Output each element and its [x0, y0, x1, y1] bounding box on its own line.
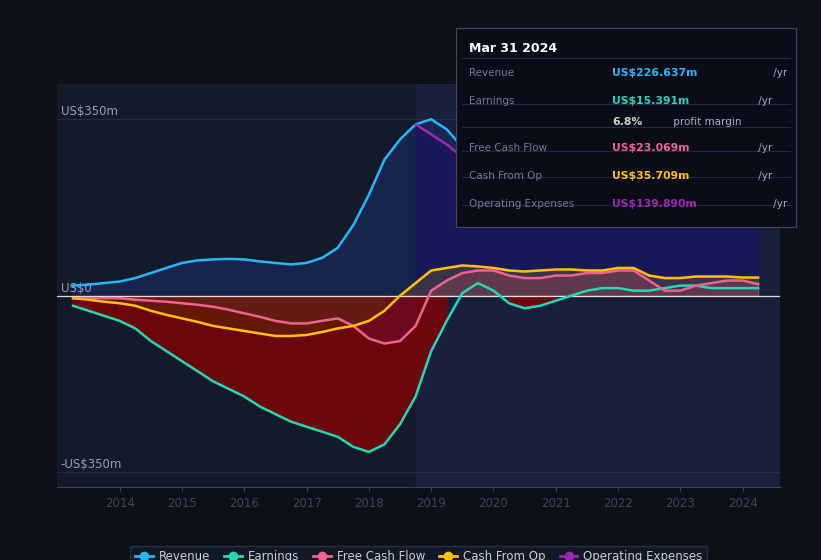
Text: 6.8%: 6.8% — [612, 118, 643, 128]
Text: /yr: /yr — [755, 171, 773, 181]
Text: Earnings: Earnings — [470, 96, 515, 106]
Text: /yr: /yr — [770, 199, 787, 209]
Text: -US$350m: -US$350m — [61, 458, 122, 471]
Text: US$15.391m: US$15.391m — [612, 96, 690, 106]
Text: Operating Expenses: Operating Expenses — [470, 199, 575, 209]
Text: Free Cash Flow: Free Cash Flow — [470, 143, 548, 153]
Text: /yr: /yr — [770, 68, 787, 78]
Legend: Revenue, Earnings, Free Cash Flow, Cash From Op, Operating Expenses: Revenue, Earnings, Free Cash Flow, Cash … — [131, 545, 707, 560]
Text: US$35.709m: US$35.709m — [612, 171, 690, 181]
Text: Revenue: Revenue — [470, 68, 515, 78]
Text: /yr: /yr — [755, 96, 773, 106]
Text: US$23.069m: US$23.069m — [612, 143, 690, 153]
Bar — [415, 84, 780, 487]
Text: US$139.890m: US$139.890m — [612, 199, 697, 209]
Text: /yr: /yr — [755, 143, 773, 153]
Text: profit margin: profit margin — [670, 118, 741, 128]
Text: US$0: US$0 — [61, 282, 91, 295]
Text: Cash From Op: Cash From Op — [470, 171, 543, 181]
Text: Mar 31 2024: Mar 31 2024 — [470, 42, 557, 55]
Text: US$350m: US$350m — [61, 105, 117, 118]
Text: US$226.637m: US$226.637m — [612, 68, 698, 78]
